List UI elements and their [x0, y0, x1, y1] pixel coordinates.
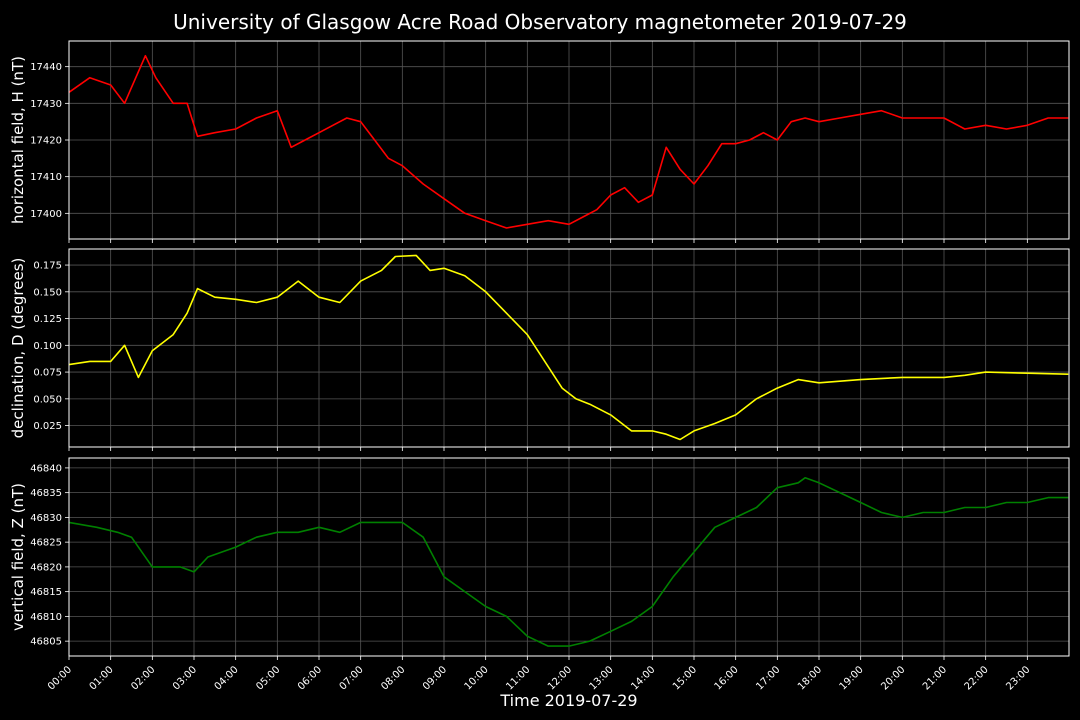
series-line-1: [68, 54, 1069, 229]
x-tick-label: 04:00: [213, 664, 241, 692]
x-tick-label: 13:00: [588, 664, 616, 692]
x-tick-label: 07:00: [338, 664, 366, 692]
x-tick-label: 02:00: [129, 664, 157, 692]
x-tick-label: 00:00: [46, 664, 74, 692]
panel-frame: [68, 457, 1070, 657]
x-tick-label: 15:00: [671, 664, 699, 692]
x-tick-label: 10:00: [463, 664, 491, 692]
y-axis-label: declination, D (degrees): [9, 258, 27, 439]
x-tick-label: 21:00: [921, 664, 949, 692]
y-tick-label: 0.175: [33, 261, 62, 272]
y-tick-label: 46815: [30, 587, 62, 598]
x-tick-label: 14:00: [629, 664, 657, 692]
y-tick-label: 0.100: [33, 341, 62, 352]
y-tick-label: 46830: [30, 513, 62, 524]
x-tick-label: 01:00: [88, 664, 116, 692]
y-tick-label: 0.125: [33, 314, 62, 325]
panel-frame: [68, 40, 1070, 240]
x-tick-label: 06:00: [296, 664, 324, 692]
figure-title: University of Glasgow Acre Road Observat…: [173, 10, 907, 34]
x-tick-label: 05:00: [254, 664, 282, 692]
y-tick-label: 46805: [30, 637, 62, 648]
x-tick-label: 03:00: [171, 664, 199, 692]
y-tick-label: 17400: [30, 209, 62, 220]
x-axis-label: Time 2019-07-29: [499, 691, 637, 710]
x-tick-label: 17:00: [754, 664, 782, 692]
y-tick-label: 0.075: [33, 368, 62, 379]
x-tick-label: 12:00: [546, 664, 574, 692]
x-tick-label: 16:00: [713, 664, 741, 692]
y-tick-label: 46825: [30, 538, 62, 549]
panel-frame: [68, 248, 1070, 448]
y-tick-label: 46835: [30, 488, 62, 499]
x-tick-label: 18:00: [796, 664, 824, 692]
y-tick-label: 17430: [30, 99, 62, 110]
panel-2: 0.025 0.050 0.075 0.100 0.125 0.150 0.175 decli…: [9, 248, 1070, 451]
y-axis-label: vertical field, Z (nT): [9, 483, 27, 631]
y-tick-label: 17410: [30, 172, 62, 183]
panel-3: 46805 46810 46815 46820 46825 46830 46835 46840…: [9, 457, 1070, 660]
y-tick-label: 17440: [30, 62, 62, 73]
x-tick-label: 20:00: [879, 664, 907, 692]
y-axis-label: horizontal field, H (nT): [9, 56, 27, 224]
y-tick-label: 46820: [30, 562, 62, 573]
y-tick-label: 46840: [30, 463, 62, 474]
series-line-2: [68, 254, 1069, 441]
x-tick-label: 09:00: [421, 664, 449, 692]
y-tick-label: 0.025: [33, 421, 62, 432]
x-tick-label: 22:00: [963, 664, 991, 692]
y-tick-label: 0.150: [33, 287, 62, 298]
x-tick-label: 08:00: [379, 664, 407, 692]
x-tick-label: 19:00: [838, 664, 866, 692]
y-tick-label: 0.050: [33, 394, 62, 405]
y-tick-label: 46810: [30, 612, 62, 623]
x-tick-label: 23:00: [1004, 664, 1032, 692]
series-line-3: [68, 476, 1069, 647]
y-tick-label: 17420: [30, 136, 62, 147]
x-tick-label: 11:00: [504, 664, 532, 692]
